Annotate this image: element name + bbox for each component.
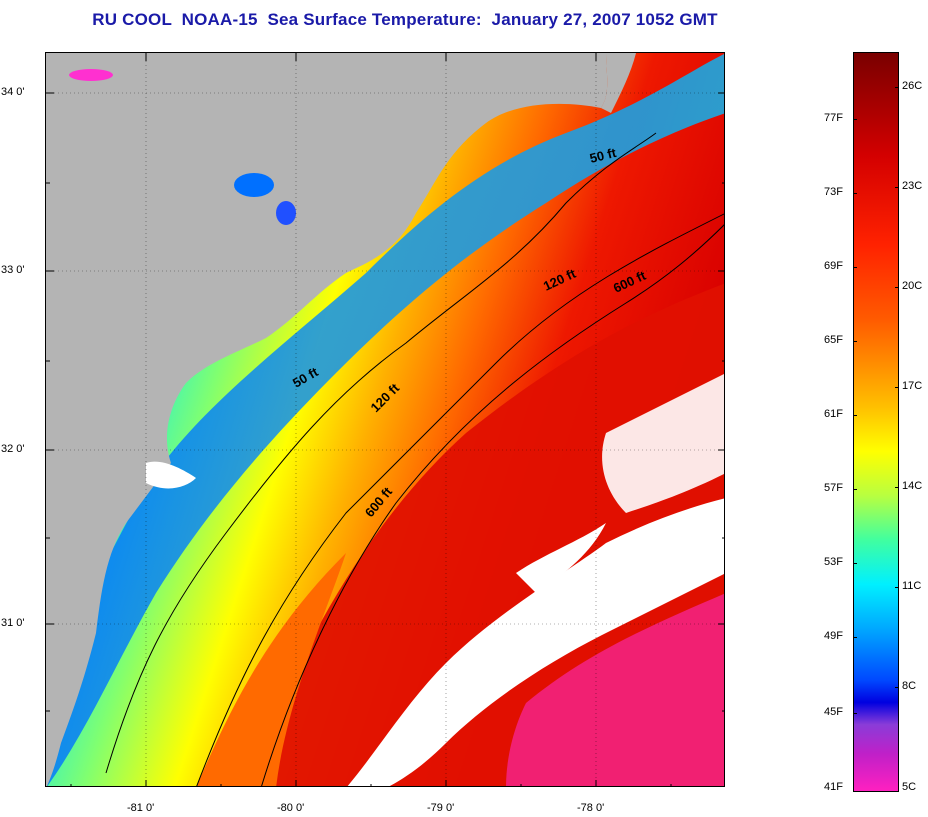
inland-lake [234, 173, 274, 197]
warm-water-band [196, 553, 346, 786]
longitude-label: -80 0' [277, 802, 305, 814]
fahrenheit-label: 73F [824, 186, 843, 198]
fahrenheit-label: 53F [824, 556, 843, 568]
estuary-cloud [146, 461, 196, 489]
fahrenheit-label: 41F [824, 781, 843, 793]
latitude-label: 34 0' [1, 86, 25, 98]
sea-surface-temperature-map: 50 ft 120 ft 600 ft 50 ft 120 ft 600 ft [45, 52, 725, 787]
nearshore-cool-water [46, 54, 724, 786]
fahrenheit-label: 65F [824, 334, 843, 346]
celsius-label: 26C [902, 80, 923, 92]
latitude-label: 33 0' [1, 264, 25, 276]
cloud-patch [602, 374, 724, 513]
fahrenheit-label: 69F [824, 260, 843, 272]
celsius-label: 20C [902, 280, 923, 292]
cold-cloud-edge [506, 593, 724, 786]
cloud-patch [516, 523, 606, 593]
land-cape [601, 53, 636, 113]
fahrenheit-label: 61F [824, 408, 843, 420]
inland-lake [69, 69, 113, 81]
fahrenheit-label: 77F [824, 112, 843, 124]
inland-lake [276, 201, 296, 225]
longitude-label: -79 0' [427, 802, 455, 814]
contour-label: 50 ft [588, 145, 618, 166]
graticule [46, 53, 724, 786]
celsius-label: 14C [902, 480, 923, 492]
axis-ticks [46, 53, 724, 786]
sst-map-svg: 50 ft 120 ft 600 ft 50 ft 120 ft 600 ft [46, 53, 724, 786]
map-title: RU COOL NOAA-15 Sea Surface Temperature:… [92, 10, 718, 29]
celsius-label: 5C [902, 781, 917, 793]
fahrenheit-label: 57F [824, 482, 843, 494]
contour-600ft [261, 224, 724, 786]
cloud-band [347, 498, 724, 786]
latitude-label: 31 0' [1, 617, 25, 629]
fahrenheit-label: 45F [824, 706, 843, 718]
contour-120ft [196, 213, 724, 786]
celsius-label: 23C [902, 180, 923, 192]
land-mass [46, 53, 608, 786]
longitude-label: -81 0' [127, 802, 155, 814]
longitude-label: -78 0' [577, 802, 605, 814]
celsius-label: 8C [902, 680, 917, 692]
celsius-label: 17C [902, 380, 923, 392]
temperature-colorbar [853, 52, 899, 792]
celsius-label: 11C [902, 580, 922, 592]
contour-50ft [105, 132, 657, 774]
fahrenheit-label: 49F [824, 630, 843, 642]
latitude-label: 32 0' [1, 443, 25, 455]
